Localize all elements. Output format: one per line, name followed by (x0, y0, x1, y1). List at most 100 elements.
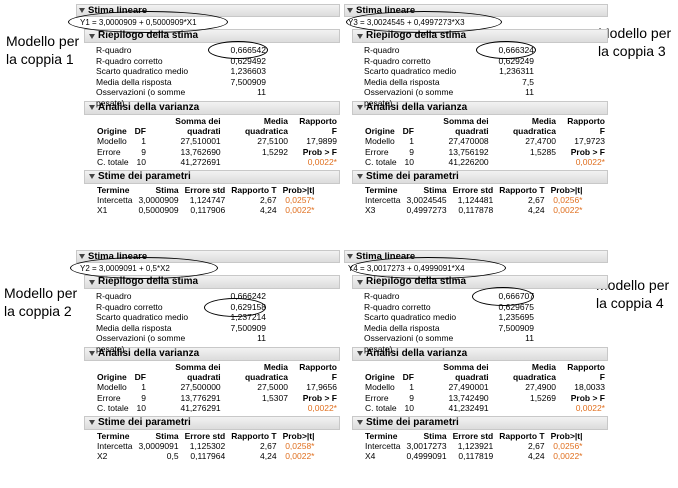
rsquare-ellipse-p4 (472, 287, 534, 306)
anova-cell: 18,0033 (574, 382, 605, 393)
section-title: Stima lineare (356, 5, 416, 16)
anova-cell (224, 157, 291, 167)
anova-cell: Errore (365, 392, 389, 403)
disclosure-triangle-icon[interactable] (357, 279, 363, 285)
anova-cell: 10 (404, 402, 414, 413)
parameters-header-row: Termine Stima Errore std Rapporto T Prob>|t| (362, 431, 586, 441)
parameters-table: Termine Stima Errore std Rapporto T Prob>|t|… (94, 431, 318, 462)
disclosure-triangle-icon[interactable] (347, 254, 353, 259)
summary-value: 0,629492 (230, 55, 266, 66)
disclosure-triangle-icon[interactable] (89, 174, 95, 180)
parameters-cell: 3,0024545 (406, 195, 447, 206)
anova-column-header: Origine (365, 372, 395, 383)
anova-row: Errore 9 13,756192 1,5285 Prob > F (362, 147, 608, 157)
parameters-header[interactable]: Stime dei parametri (352, 415, 608, 430)
disclosure-triangle-icon[interactable] (79, 254, 85, 259)
anova-cell: 13,762690 (180, 146, 221, 157)
summary-row: Scarto quadratico medio 1,237214 (96, 312, 266, 323)
anova-cell: 0,0022* (575, 402, 605, 413)
summary-row: Osservazioni (o somme pesate) 11 (96, 87, 266, 108)
summary-row: Media della risposta 7,500909 (364, 323, 534, 334)
anova-header[interactable]: Analisi della varianza (84, 100, 340, 115)
summary-label: R-quadro (96, 291, 132, 301)
anova-table: Origine DF Somma dei quadrati Media quadrat… (94, 116, 340, 167)
parameters-cell: 4,24 (528, 205, 545, 216)
summary-label: Media della risposta (364, 76, 440, 87)
anova-cell: 17,9723 (574, 136, 605, 147)
parameters-column-header: Stima (155, 184, 179, 195)
summary-label: Media della risposta (96, 76, 172, 87)
anova-cell: 41,276291 (180, 402, 221, 413)
anova-cell: Modello (365, 136, 395, 147)
summary-label: R-quadro corretto (96, 55, 163, 66)
anova-cell: Prob > F (302, 146, 337, 157)
disclosure-triangle-icon[interactable] (89, 33, 95, 39)
parameters-header[interactable]: Stime dei parametri (84, 169, 340, 184)
anova-column-header: DF (134, 126, 146, 137)
anova-cell (492, 157, 559, 167)
parameters-cell: Intercetta (365, 441, 401, 452)
summary-row: R-quadro corretto 0,629492 (96, 56, 266, 67)
section-title: Riepilogo della stima (366, 276, 467, 287)
anova-row: Modello 1 27,470008 27,4700 17,9723 (362, 136, 608, 146)
disclosure-triangle-icon[interactable] (357, 33, 363, 39)
anova-header[interactable]: Analisi della varianza (84, 346, 340, 361)
anova-column-header: Origine (97, 372, 127, 383)
anova-cell: Prob > F (570, 146, 605, 157)
parameters-cell: 3,0017273 (406, 441, 447, 452)
disclosure-triangle-icon[interactable] (89, 279, 95, 285)
parameters-cell: 0,0022* (553, 205, 583, 216)
anova-column-header: Origine (365, 126, 395, 137)
parameters-cell: 1,124481 (457, 195, 494, 206)
anova-column-header: Somma dei quadrati (443, 361, 489, 383)
summary-value: 1,236603 (230, 66, 266, 77)
parameters-header[interactable]: Stime dei parametri (84, 415, 340, 430)
parameters-cell: 1,125302 (189, 441, 226, 452)
anova-cell: Prob > F (302, 392, 337, 403)
disclosure-triangle-icon[interactable] (347, 8, 353, 13)
anova-cell: C. totale (97, 402, 129, 413)
anova-cell: 27,470008 (448, 136, 489, 147)
disclosure-triangle-icon[interactable] (357, 105, 363, 111)
summary-label: Media della risposta (364, 322, 440, 333)
section-title: Riepilogo della stima (98, 30, 199, 41)
anova-cell: 1,5292 (261, 146, 288, 157)
summary-label: Osservazioni (o somme pesate) (364, 333, 454, 354)
disclosure-triangle-icon[interactable] (357, 420, 363, 426)
parameters-column-header: Errore std (184, 430, 226, 441)
anova-column-header: Rapporto F (567, 361, 605, 383)
anova-header[interactable]: Analisi della varianza (352, 100, 608, 115)
section-title: Stime dei parametri (98, 416, 191, 428)
summary-row: Osservazioni (o somme pesate) 11 (364, 333, 534, 354)
parameters-header-row: Termine Stima Errore std Rapporto T Prob>|t| (94, 185, 318, 195)
disclosure-triangle-icon[interactable] (89, 420, 95, 426)
equation-ellipse-p4 (350, 257, 506, 279)
summary-label: Media della risposta (96, 322, 172, 333)
disclosure-triangle-icon[interactable] (89, 351, 95, 357)
summary-value: 0,629249 (498, 55, 534, 66)
anova-cell: 10 (136, 156, 146, 167)
parameters-cell: X3 (365, 205, 376, 216)
anova-row: Errore 9 13,742490 1,5269 Prob > F (362, 393, 608, 403)
parameters-cell: Intercetta (365, 195, 401, 206)
anova-header[interactable]: Analisi della varianza (352, 346, 608, 361)
section-title: Stima lineare (88, 251, 148, 262)
disclosure-triangle-icon[interactable] (89, 105, 95, 111)
parameters-cell: X4 (365, 451, 376, 462)
parameters-header[interactable]: Stime dei parametri (352, 169, 608, 184)
parameters-column-header: Prob>|t| (282, 184, 315, 195)
anova-header-row: Origine DF Somma dei quadrati Media quadrat… (362, 362, 608, 382)
disclosure-triangle-icon[interactable] (79, 8, 85, 13)
summary-row: R-quadro corretto 0,629675 (364, 302, 534, 313)
disclosure-triangle-icon[interactable] (357, 174, 363, 180)
disclosure-triangle-icon[interactable] (357, 351, 363, 357)
parameters-column-header: Termine (365, 184, 398, 195)
summary-label: R-quadro corretto (364, 301, 431, 312)
side-label-p4: Modello per la coppia 4 (596, 277, 670, 311)
side-label-p3: Modello per la coppia 3 (598, 25, 672, 59)
parameters-column-header: Prob>|t| (550, 430, 583, 441)
anova-column-header: Somma dei quadrati (443, 115, 489, 137)
parameters-column-header: Errore std (452, 430, 494, 441)
parameters-column-header: Errore std (452, 184, 494, 195)
anova-cell: Modello (97, 136, 127, 147)
